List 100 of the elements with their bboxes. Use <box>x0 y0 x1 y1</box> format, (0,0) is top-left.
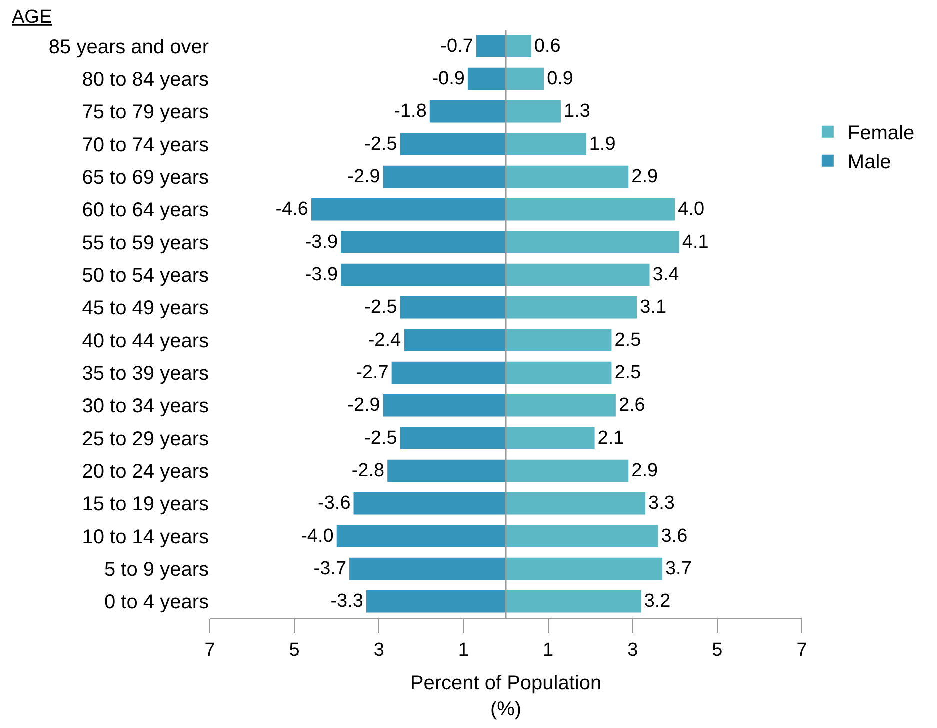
x-tick-label: 1 <box>458 640 469 661</box>
data-label: -0.7 <box>440 36 474 57</box>
data-label: 3.1 <box>640 297 667 318</box>
y-tick-label: 80 to 84 years <box>82 69 209 91</box>
data-label: -1.8 <box>394 101 427 122</box>
legend-label: Male <box>848 152 892 174</box>
bar <box>506 166 629 188</box>
data-label: 3.3 <box>648 493 675 514</box>
data-label: 3.4 <box>652 264 680 286</box>
x-tick-label: 7 <box>796 640 808 661</box>
y-tick-label: 0 to 4 years <box>104 592 209 614</box>
bar <box>336 525 506 548</box>
x-tick-label: 3 <box>628 640 638 661</box>
y-tick-label: 20 to 24 years <box>82 461 209 483</box>
bar <box>506 35 532 58</box>
y-tick-label: 70 to 74 years <box>82 134 209 156</box>
data-label: 1.3 <box>564 101 590 122</box>
bar <box>311 198 506 221</box>
bar <box>506 100 561 123</box>
data-label: 3.7 <box>665 558 692 580</box>
data-label: -2.5 <box>364 297 398 318</box>
bar <box>506 558 662 580</box>
bar <box>476 35 506 58</box>
bar <box>506 68 544 90</box>
bar <box>354 492 506 515</box>
data-label: 4.1 <box>682 232 709 253</box>
y-tick-label: 75 to 79 years <box>82 102 209 124</box>
bar <box>400 427 506 450</box>
y-tick-label: 50 to 54 years <box>82 265 209 287</box>
data-label: -3.9 <box>305 264 338 286</box>
y-tick-label: 55 to 59 years <box>82 232 209 254</box>
data-label: 2.6 <box>618 395 646 416</box>
bar <box>506 525 658 548</box>
data-label: 0.9 <box>547 68 574 90</box>
y-tick-label: 30 to 34 years <box>82 396 209 418</box>
bar <box>506 264 650 286</box>
data-label: 3.6 <box>661 526 688 547</box>
y-tick-label: 45 to 49 years <box>82 298 209 320</box>
bar <box>383 166 506 188</box>
x-axis-title: Percent of Population (%) <box>410 672 602 720</box>
y-tick-label: 15 to 19 years <box>82 494 209 516</box>
bar <box>392 362 506 384</box>
data-label: -2.7 <box>356 362 389 384</box>
bar <box>506 590 642 613</box>
x-tick-label: 5 <box>712 640 723 661</box>
y-tick-label: 25 to 29 years <box>82 428 209 450</box>
y-tick-label: 5 to 9 years <box>104 559 209 581</box>
bar <box>383 394 506 417</box>
bar <box>506 362 612 384</box>
data-label: -3.3 <box>330 591 364 612</box>
bar <box>388 460 506 482</box>
data-label: -2.8 <box>352 460 385 482</box>
data-label: -4.6 <box>276 199 308 220</box>
bar <box>506 394 616 417</box>
y-tick-label: 10 to 14 years <box>82 526 209 548</box>
data-label: -0.9 <box>432 68 465 90</box>
y-tick-label: 40 to 44 years <box>82 330 209 352</box>
bar <box>400 296 506 319</box>
bar <box>430 100 506 123</box>
x-tick-label: 1 <box>543 640 554 661</box>
x-tick-label: 7 <box>204 640 216 661</box>
bar <box>341 231 506 254</box>
bar <box>506 231 680 254</box>
data-label: -4.0 <box>301 526 334 547</box>
data-label: 2.1 <box>598 428 624 449</box>
data-label: -2.5 <box>364 428 398 449</box>
data-label: 2.9 <box>632 166 658 188</box>
legend-label: Female <box>848 122 915 145</box>
bar <box>400 133 506 156</box>
data-label: -3.9 <box>305 232 338 253</box>
x-tick-label: 3 <box>374 640 384 661</box>
y-tick-label: 85 years and over <box>48 36 210 58</box>
data-label: 2.5 <box>614 362 642 384</box>
data-label: -2.5 <box>364 134 398 155</box>
y-axis-title: AGE <box>12 7 52 28</box>
bar <box>404 329 506 352</box>
bar <box>350 558 506 580</box>
bar <box>341 264 506 286</box>
y-tick-label: 65 to 69 years <box>82 167 209 189</box>
data-label: -2.4 <box>368 330 402 351</box>
y-tick-label: 60 to 64 years <box>82 200 209 222</box>
data-label: 2.5 <box>614 330 642 351</box>
data-label: 2.9 <box>632 460 658 482</box>
data-label: 0.6 <box>534 36 561 57</box>
bar <box>506 198 676 221</box>
bar <box>468 68 506 90</box>
x-tick-label: 5 <box>289 640 300 661</box>
bar <box>366 590 506 613</box>
bar <box>506 329 612 352</box>
data-label: -3.6 <box>318 493 351 514</box>
data-label: 1.9 <box>589 134 616 155</box>
bar <box>506 460 629 482</box>
bar <box>506 427 595 450</box>
data-label: 3.2 <box>644 591 671 612</box>
data-label: -3.7 <box>314 558 347 580</box>
y-tick-label: 35 to 39 years <box>82 363 209 385</box>
data-label: 4.0 <box>678 199 705 220</box>
data-label: -2.9 <box>348 166 380 188</box>
bar <box>506 492 646 515</box>
bar <box>506 133 586 156</box>
